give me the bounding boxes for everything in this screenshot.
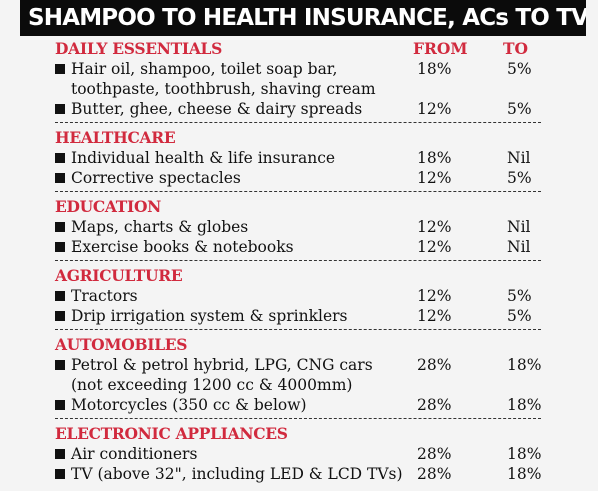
from-rate: 12% bbox=[417, 238, 452, 256]
item-label-continued: toothpaste, toothbrush, shaving cream bbox=[71, 80, 376, 98]
to-rate: 5% bbox=[507, 60, 532, 78]
category-title: EDUCATION bbox=[55, 197, 162, 216]
item-row: Drip irrigation system & sprinklers 12% 5% bbox=[55, 306, 541, 326]
item-label: TV (above 32", including LED & LCD TVs) bbox=[71, 465, 403, 483]
item-row: Exercise books & notebooks 12% Nil bbox=[55, 237, 541, 257]
item-row: Butter, ghee, cheese & dairy spreads 12% 5… bbox=[55, 99, 541, 119]
category-section: EDUCATION Maps, charts & globes 12% Nil Exer… bbox=[55, 196, 541, 261]
item-label: Drip irrigation system & sprinklers bbox=[71, 307, 348, 325]
to-rate: 5% bbox=[507, 100, 532, 118]
item-row: Motorcycles (350 cc & below) 28% 18% bbox=[55, 395, 541, 415]
from-rate: 28% bbox=[417, 465, 452, 483]
category-header: EDUCATION bbox=[55, 196, 541, 217]
item-row: Air conditioners 28% 18% bbox=[55, 444, 541, 464]
category-title: ELECTRONIC APPLIANCES bbox=[55, 424, 288, 443]
to-rate: 18% bbox=[507, 445, 542, 463]
item-label: Motorcycles (350 cc & below) bbox=[71, 396, 307, 414]
from-column-header: FROM bbox=[413, 39, 468, 58]
from-rate: 18% bbox=[417, 60, 452, 78]
item-label: Maps, charts & globes bbox=[71, 218, 249, 236]
category-section: HEALTHCARE Individual health & life insur… bbox=[55, 127, 541, 192]
bullet-square-icon bbox=[55, 449, 65, 459]
bullet-square-icon bbox=[55, 242, 65, 252]
from-rate: 12% bbox=[417, 218, 452, 236]
item-row: Tractors 12% 5% bbox=[55, 286, 541, 306]
item-label: Petrol & petrol hybrid, LPG, CNG cars bbox=[71, 356, 373, 374]
item-label: Hair oil, shampoo, toilet soap bar, bbox=[71, 60, 338, 78]
category-section: ELECTRONIC APPLIANCES Air conditioners 28%… bbox=[55, 423, 541, 487]
to-rate: 18% bbox=[507, 396, 542, 414]
to-rate: 18% bbox=[507, 465, 542, 483]
to-rate: 5% bbox=[507, 287, 532, 305]
tax-rate-table: DAILY ESSENTIALS FROM TO Hair oil, shampoo,… bbox=[55, 38, 541, 491]
bullet-square-icon bbox=[55, 153, 65, 163]
category-header: ELECTRONIC APPLIANCES bbox=[55, 423, 541, 444]
item-label: Butter, ghee, cheese & dairy spreads bbox=[71, 100, 363, 118]
bullet-square-icon bbox=[55, 400, 65, 410]
category-header: HEALTHCARE bbox=[55, 127, 541, 148]
item-row: Hair oil, shampoo, toilet soap bar, tooth… bbox=[55, 59, 541, 99]
bullet-square-icon bbox=[55, 104, 65, 114]
bullet-square-icon bbox=[55, 360, 65, 370]
bullet-square-icon bbox=[55, 222, 65, 232]
bullet-square-icon bbox=[55, 469, 65, 479]
from-rate: 28% bbox=[417, 445, 452, 463]
category-title: DAILY ESSENTIALS bbox=[55, 39, 223, 58]
item-label: Tractors bbox=[71, 287, 138, 305]
bullet-square-icon bbox=[55, 311, 65, 321]
bullet-square-icon bbox=[55, 64, 65, 74]
item-label-continued: (not exceeding 1200 cc & 4000mm) bbox=[71, 376, 353, 394]
category-section: AGRICULTURE Tractors 12% 5% Drip irrigation … bbox=[55, 265, 541, 330]
from-rate: 12% bbox=[417, 169, 452, 187]
from-rate: 12% bbox=[417, 307, 452, 325]
item-label: Individual health & life insurance bbox=[71, 149, 336, 167]
category-section: AUTOMOBILES Petrol & petrol hybrid, LPG, … bbox=[55, 334, 541, 419]
item-row: Maps, charts & globes 12% Nil bbox=[55, 217, 541, 237]
item-row: Individual health & life insurance 18% Nil bbox=[55, 148, 541, 168]
to-rate: Nil bbox=[507, 149, 531, 167]
to-rate: Nil bbox=[507, 238, 531, 256]
item-label: Exercise books & notebooks bbox=[71, 238, 294, 256]
from-rate: 28% bbox=[417, 356, 452, 374]
category-section: DAILY ESSENTIALS FROM TO Hair oil, shampoo,… bbox=[55, 38, 541, 123]
item-row: Petrol & petrol hybrid, LPG, CNG cars (no… bbox=[55, 355, 541, 395]
item-row: Corrective spectacles 12% 5% bbox=[55, 168, 541, 188]
category-header: DAILY ESSENTIALS FROM TO bbox=[55, 38, 541, 59]
category-header: AGRICULTURE bbox=[55, 265, 541, 286]
category-title: AUTOMOBILES bbox=[55, 335, 188, 354]
from-rate: 18% bbox=[417, 149, 452, 167]
category-title: AGRICULTURE bbox=[55, 266, 183, 285]
from-rate: 12% bbox=[417, 287, 452, 305]
title-banner: SHAMPOO TO HEALTH INSURANCE, ACs TO TVs bbox=[20, 0, 586, 36]
category-header: AUTOMOBILES bbox=[55, 334, 541, 355]
category-title: HEALTHCARE bbox=[55, 128, 176, 147]
to-rate: Nil bbox=[507, 218, 531, 236]
bullet-square-icon bbox=[55, 291, 65, 301]
item-row: TV (above 32", including LED & LCD TVs) 2… bbox=[55, 464, 541, 484]
item-label: Corrective spectacles bbox=[71, 169, 241, 187]
to-rate: 5% bbox=[507, 307, 532, 325]
from-rate: 12% bbox=[417, 100, 452, 118]
to-column-header: TO bbox=[503, 39, 529, 58]
to-rate: 18% bbox=[507, 356, 542, 374]
from-rate: 28% bbox=[417, 396, 452, 414]
item-label: Air conditioners bbox=[71, 445, 198, 463]
to-rate: 5% bbox=[507, 169, 532, 187]
bullet-square-icon bbox=[55, 173, 65, 183]
